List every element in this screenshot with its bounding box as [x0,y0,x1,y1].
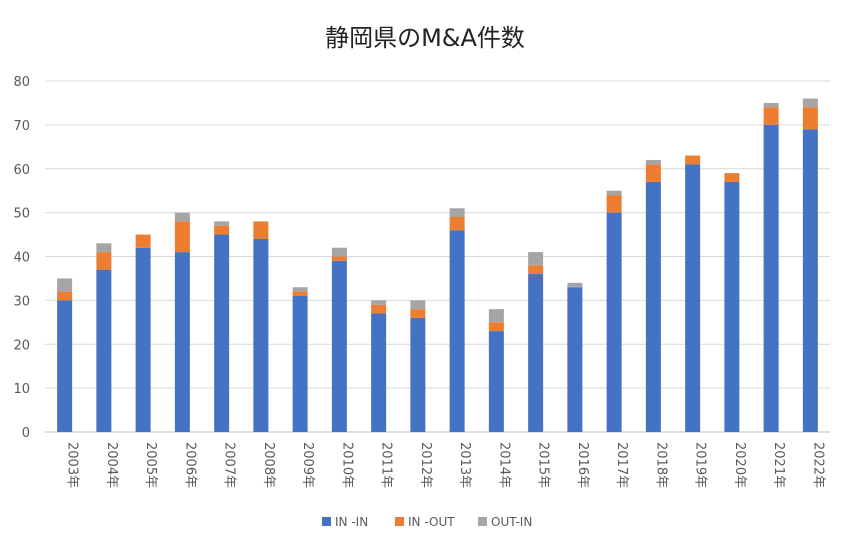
bar-out-in [488,309,504,323]
bar-in-out [802,107,818,130]
bar-in-in [174,252,190,432]
bar-in-in [371,313,387,432]
bar-in-in [96,269,112,432]
x-tick-label: 2014年 [496,442,511,488]
y-tick-label: 50 [13,207,30,222]
bar-out-in [292,287,308,292]
x-tick-label: 2017年 [614,442,629,488]
x-tick-label: 2005年 [143,442,158,488]
bar-out-in [57,278,73,292]
bar-in-out [135,234,151,248]
y-tick-label: 10 [13,382,30,397]
bar-in-in [292,295,308,432]
y-tick-label: 80 [13,75,30,90]
bar-in-in [57,300,73,432]
bar-in-in [410,317,426,432]
x-tick-label: 2020年 [732,442,747,488]
bar-out-in [96,243,112,253]
x-tick-label: 2003年 [65,442,80,488]
x-tick-label: 2006年 [182,442,197,488]
x-tick-label: 2011年 [379,442,394,488]
bar-in-out [214,225,230,235]
bar-in-out [606,195,622,213]
bar-in-out [410,309,426,318]
chart-title: 静岡県のM&A件数 [325,24,525,52]
x-tick-label: 2013年 [457,442,472,488]
bar-out-in [410,300,426,310]
bar-in-out [174,221,190,253]
bar-in-out [331,256,347,261]
legend-swatch [478,517,487,526]
bar-in-out [253,221,269,239]
legend-item-in-in: IN -IN [335,515,368,529]
bar-in-in [135,247,151,432]
x-tick-label: 2004年 [104,442,119,488]
bar-in-in [763,124,779,432]
y-tick-label: 0 [22,426,30,441]
bar-in-out [724,173,740,182]
bar-in-out [528,265,544,275]
bar-in-in [645,181,661,432]
bar-out-in [371,300,387,305]
y-tick-label: 30 [13,294,30,309]
bar-in-in [606,212,622,432]
bar-in-in [488,331,504,432]
legend-item-in-out: IN -OUT [408,515,455,529]
bar-in-out [763,107,779,125]
bar-out-in [174,212,190,222]
legend-item-out-in: OUT-IN [491,515,532,529]
bar-in-in [724,181,740,432]
bar-in-in [214,234,230,432]
bar-in-in [802,129,818,432]
x-tick-label: 2007年 [222,442,237,488]
x-tick-label: 2019年 [693,442,708,488]
bar-in-out [685,155,701,165]
bar-out-in [214,221,230,226]
bar-in-out [645,164,661,182]
y-tick-label: 60 [13,163,30,178]
bar-in-in [331,260,347,432]
bar-out-in [606,190,622,196]
bar-in-in [685,164,701,433]
bar-in-in [449,230,465,432]
x-tick-label: 2008年 [261,442,276,488]
x-tick-label: 2016年 [575,442,590,488]
bar-out-in [331,247,347,257]
bar-in-out [449,217,465,231]
x-tick-label: 2022年 [810,442,825,488]
bar-in-in [253,238,269,432]
bar-in-out [96,252,112,270]
y-tick-label: 20 [13,338,30,353]
legend-swatch [395,517,404,526]
bar-in-in [567,287,583,432]
bar-out-in [567,282,583,288]
bar-in-out [371,304,387,314]
bar-out-in [528,252,544,266]
x-tick-label: 2010年 [339,442,354,488]
x-tick-label: 2015年 [536,442,551,488]
bar-out-in [645,159,661,165]
x-tick-label: 2018年 [653,442,668,488]
x-tick-label: 2021年 [771,442,786,488]
bar-in-in [528,274,544,432]
bar-in-out [57,291,73,301]
y-tick-label: 40 [13,251,30,266]
bar-in-out [488,322,504,332]
legend-swatch [322,517,331,526]
x-tick-label: 2009年 [300,442,315,488]
bar-in-out [292,291,308,296]
x-tick-label: 2012年 [418,442,433,488]
bar-out-in [802,98,818,108]
bar-out-in [763,102,779,108]
y-tick-label: 70 [13,119,30,134]
bar-out-in [449,208,465,218]
